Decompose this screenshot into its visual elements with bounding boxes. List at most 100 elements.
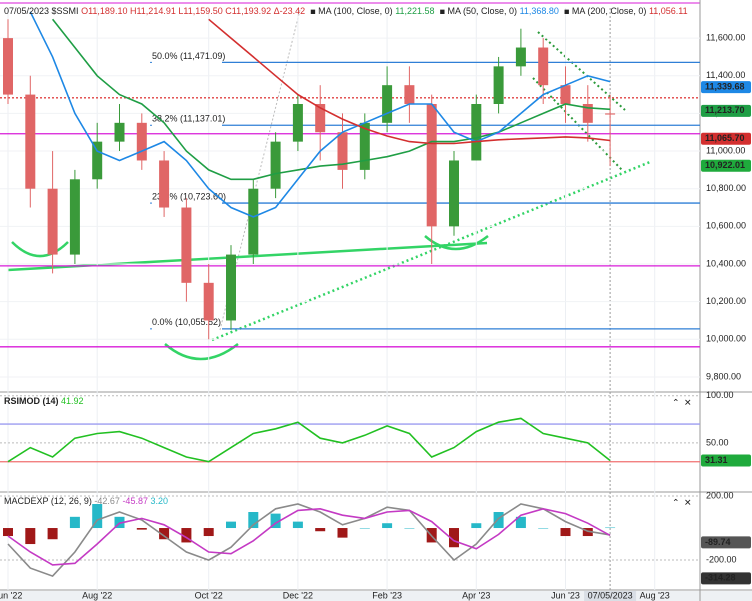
y-tick-label: 10,800.00 xyxy=(706,183,746,193)
price-badge-label: 11,339.68 xyxy=(705,81,745,91)
series-line xyxy=(7,507,611,566)
candle-body xyxy=(605,113,616,115)
series-line xyxy=(7,417,611,463)
candle-body xyxy=(114,122,125,142)
histogram-bar xyxy=(181,528,192,543)
ohlc-value: O11,189.10 xyxy=(81,6,127,16)
candle-body xyxy=(449,160,459,227)
x-tick-label: Jun '23 xyxy=(551,590,580,600)
x-tick-label: Apr '23 xyxy=(462,590,490,600)
histogram-bar xyxy=(515,516,526,529)
histogram-bar xyxy=(582,528,593,537)
y-tick-label: 11,000.00 xyxy=(706,145,745,155)
candle-body xyxy=(69,179,80,255)
pattern-arc xyxy=(424,235,489,251)
level-label: 38.2% (11,137.01) xyxy=(152,114,225,124)
price-badge xyxy=(701,536,751,549)
close-icon[interactable]: ✕ xyxy=(684,397,692,407)
candle-body xyxy=(92,141,103,180)
price-badge xyxy=(701,572,751,585)
legend-entry: MA (100, Close, 0) xyxy=(318,6,393,16)
legend-entry: MA (50, Close, 0) xyxy=(448,6,518,16)
y-tick-label: 10,400.00 xyxy=(706,258,746,268)
histogram-bar xyxy=(538,528,549,529)
ohlc-value: H11,214.91 xyxy=(130,6,176,16)
candle-body xyxy=(359,122,370,170)
candle-body xyxy=(582,104,593,123)
y-tick-label: 50.00 xyxy=(706,437,729,447)
price-badge-label: 10,922.01 xyxy=(705,160,745,170)
legend-value: -45.87 xyxy=(122,496,148,506)
price-badge xyxy=(701,159,751,172)
collapse-icon[interactable]: ⌃ xyxy=(672,497,680,507)
series-line xyxy=(208,18,611,145)
y-tick-label: 10,600.00 xyxy=(706,221,746,231)
histogram-bar xyxy=(47,528,58,540)
histogram-bar xyxy=(248,512,259,529)
histogram-bar xyxy=(69,516,80,529)
histogram-bar xyxy=(605,527,616,529)
x-tick-label: Dec '22 xyxy=(283,590,313,600)
candle-body xyxy=(315,104,326,133)
price-badge xyxy=(701,104,751,117)
histogram-bar xyxy=(136,528,147,530)
price-badge-label: 11,213.70 xyxy=(705,105,745,115)
y-tick-label: 10,200.00 xyxy=(706,296,746,306)
candle-body xyxy=(337,132,348,170)
collapse-icon[interactable]: ⌃ xyxy=(672,397,680,407)
histogram-bar xyxy=(471,523,482,529)
pattern-arc xyxy=(164,343,239,361)
candle-body xyxy=(203,282,214,321)
histogram-bar xyxy=(337,528,348,538)
price-badge xyxy=(701,454,751,467)
histogram-bar xyxy=(159,528,170,540)
x-label-highlight xyxy=(584,591,637,601)
legend-title: MACDEXP (12, 26, 9) xyxy=(4,496,92,506)
price-badge-label: -314.28 xyxy=(705,573,736,583)
x-tick-label: 07/05/2023 xyxy=(588,590,633,600)
y-tick-label: 200.00 xyxy=(706,490,734,500)
legend: MACDEXP (12, 26, 9) -42.67 -45.87 3.20 xyxy=(4,496,168,506)
candle-body xyxy=(426,104,437,227)
y-tick-label: 100.00 xyxy=(706,390,734,400)
x-tick-label: Jun '22 xyxy=(0,590,22,600)
legend: RSIMOD (14) 41.92 xyxy=(4,396,84,406)
histogram-bar xyxy=(226,521,236,529)
y-tick-label: -200.00 xyxy=(706,554,737,564)
price-badge-label: -89.74 xyxy=(705,537,731,547)
x-tick-label: Oct '22 xyxy=(195,590,223,600)
close-icon[interactable]: ✕ xyxy=(684,497,692,507)
histogram-bar xyxy=(270,513,281,529)
histogram-bar xyxy=(3,528,13,537)
candle-body xyxy=(538,47,549,86)
legend: 07/05/2023 $SSMI O11,189.10 H11,214.91 L… xyxy=(4,6,688,16)
series-line xyxy=(7,503,611,578)
candle-body xyxy=(471,104,482,161)
candle-body xyxy=(248,188,259,255)
candle-body xyxy=(181,207,192,283)
x-tick-label: Aug '22 xyxy=(82,590,112,600)
candle-body xyxy=(270,141,281,189)
candle-body xyxy=(159,160,170,208)
histogram-bar xyxy=(92,504,103,529)
legend-value: -42.67 xyxy=(94,496,120,506)
x-axis-band xyxy=(0,591,752,601)
histogram-bar xyxy=(359,528,370,529)
histogram-bar xyxy=(404,528,415,529)
ohlc-value: L11,159.50 xyxy=(178,6,222,16)
drawing-line xyxy=(219,9,301,331)
candle-body xyxy=(404,85,415,104)
level-label: 23.6% (10,723.60) xyxy=(152,191,226,201)
histogram-bar xyxy=(25,528,36,545)
price-badge xyxy=(701,81,751,94)
candle-body xyxy=(47,188,58,255)
candle-body xyxy=(493,66,504,104)
histogram-bar xyxy=(382,523,393,529)
price-badge xyxy=(701,132,751,145)
histogram-bar xyxy=(203,528,214,537)
histogram-bar xyxy=(449,528,459,548)
level-label: 50.0% (11,471.09) xyxy=(152,51,225,61)
histogram-bar xyxy=(493,512,504,529)
